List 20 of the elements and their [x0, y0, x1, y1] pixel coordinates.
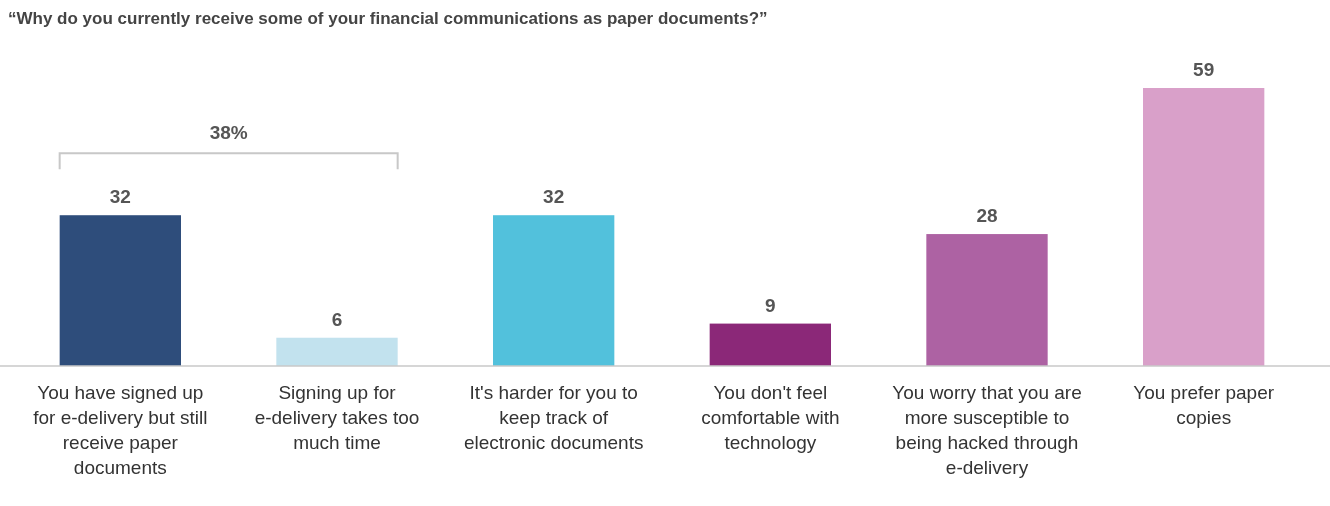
data-label: 32 — [543, 186, 565, 208]
x-tick-label: You have signed up for e-delivery but still receive paper documents — [33, 382, 208, 478]
data-label: 32 — [109, 186, 131, 208]
bar — [276, 337, 398, 366]
data-label: 59 — [1193, 59, 1215, 80]
chart-title: “Why do you currently receive some of your financial communications as paper documents?” — [8, 9, 768, 28]
x-tick-label: You prefer paper copies — [1133, 382, 1275, 428]
data-label: 28 — [976, 205, 998, 227]
bar — [926, 234, 1048, 366]
x-tick-label: You don't feel comfortable with technology — [701, 382, 840, 453]
bar — [1143, 88, 1265, 366]
data-label: 6 — [331, 308, 343, 330]
bar — [59, 215, 181, 366]
annotation: 38% — [209, 122, 248, 144]
bar — [709, 323, 831, 366]
x-tick-label: It's harder for you to keep track of electronic documents — [463, 382, 644, 453]
bar — [493, 215, 615, 366]
x-tick-label: You worry that you are more susceptible to being hacked through e-delivery — [892, 382, 1082, 478]
data-label: 9 — [765, 294, 776, 316]
x-tick-label: Signing up for e-delivery takes too much time — [254, 382, 420, 453]
